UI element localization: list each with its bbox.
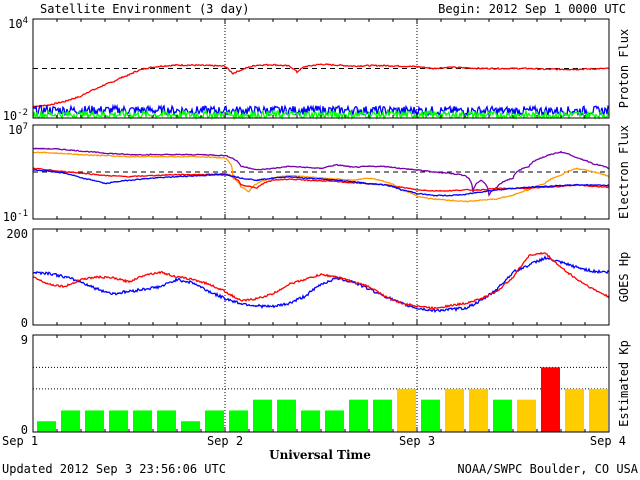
panel-proton: 104 10-2 Proton Flux: [3, 16, 631, 123]
kp-bar: [301, 410, 320, 432]
credit-label: NOAA/SWPC Boulder, CO USA: [457, 462, 638, 476]
series-line-goes_hp-1: [32, 251, 610, 310]
kp-bar: [541, 367, 560, 432]
y-tick-label-top: 9: [21, 333, 28, 347]
x-tick-label: Sep 1: [2, 434, 38, 448]
kp-bar: [493, 399, 512, 432]
kp-bar: [373, 399, 392, 432]
y-tick-label-bottom: 10-2: [3, 108, 28, 123]
series-line-electron-3: [32, 169, 610, 197]
begin-label: Begin: 2012 Sep 1 0000 UTC: [438, 2, 626, 16]
panel-frame: [32, 228, 610, 326]
chart-title: Satellite Environment (3 day): [40, 2, 250, 16]
y-tick-label-bottom: 0: [21, 423, 28, 437]
y-axis-label: Proton Flux: [617, 29, 631, 108]
kp-bar: [61, 410, 80, 432]
y-tick-label-bottom: 0: [21, 316, 28, 330]
x-tick-label: Sep 2: [207, 434, 243, 448]
panel-kp: 9 0 Estimated Kp: [21, 333, 631, 437]
y-tick-label-bottom: 10-1: [3, 209, 28, 224]
x-axis-label: Universal Time: [269, 448, 371, 462]
series-line-electron-1: [32, 147, 610, 197]
kp-bar: [517, 399, 536, 432]
y-tick-label-top: 107: [8, 122, 28, 137]
kp-bar: [349, 399, 368, 432]
y-axis-label: Estimated Kp: [617, 340, 631, 427]
kp-bar: [565, 388, 584, 432]
panel-goes_hp: 200 0 GOES Hp: [6, 227, 631, 330]
kp-bar: [229, 410, 248, 432]
x-tick-labels: Sep 1 Sep 2 Sep 3 Sep 4: [2, 434, 626, 448]
kp-bar: [109, 410, 128, 432]
kp-bar: [205, 410, 224, 432]
kp-bar: [37, 421, 56, 432]
kp-bar: [325, 410, 344, 432]
kp-bar: [421, 399, 440, 432]
kp-bar: [85, 410, 104, 432]
kp-bar: [253, 399, 272, 432]
kp-bar: [469, 388, 488, 432]
y-tick-label-top: 200: [6, 227, 28, 241]
x-tick-label: Sep 4: [590, 434, 626, 448]
updated-label: Updated 2012 Sep 3 23:56:06 UTC: [2, 462, 226, 476]
kp-bar: [589, 388, 608, 432]
y-tick-label-top: 104: [8, 16, 28, 31]
kp-bar: [397, 388, 416, 432]
kp-bar: [133, 410, 152, 432]
kp-bar: [445, 388, 464, 432]
kp-bar: [181, 421, 200, 432]
panels-group: 104 10-2 Proton Flux 107 10-1 Electron Flux 20…: [2, 16, 631, 448]
series-line-proton-0: [32, 63, 610, 108]
kp-bar: [277, 399, 296, 432]
kp-bar: [157, 410, 176, 432]
series-line-electron-0: [32, 151, 610, 203]
y-axis-label: Electron Flux: [617, 125, 631, 219]
y-axis-label: GOES Hp: [617, 252, 631, 303]
series-line-goes_hp-0: [32, 255, 610, 314]
x-tick-label: Sep 3: [399, 434, 435, 448]
panel-electron: 107 10-1 Electron Flux: [3, 122, 631, 224]
